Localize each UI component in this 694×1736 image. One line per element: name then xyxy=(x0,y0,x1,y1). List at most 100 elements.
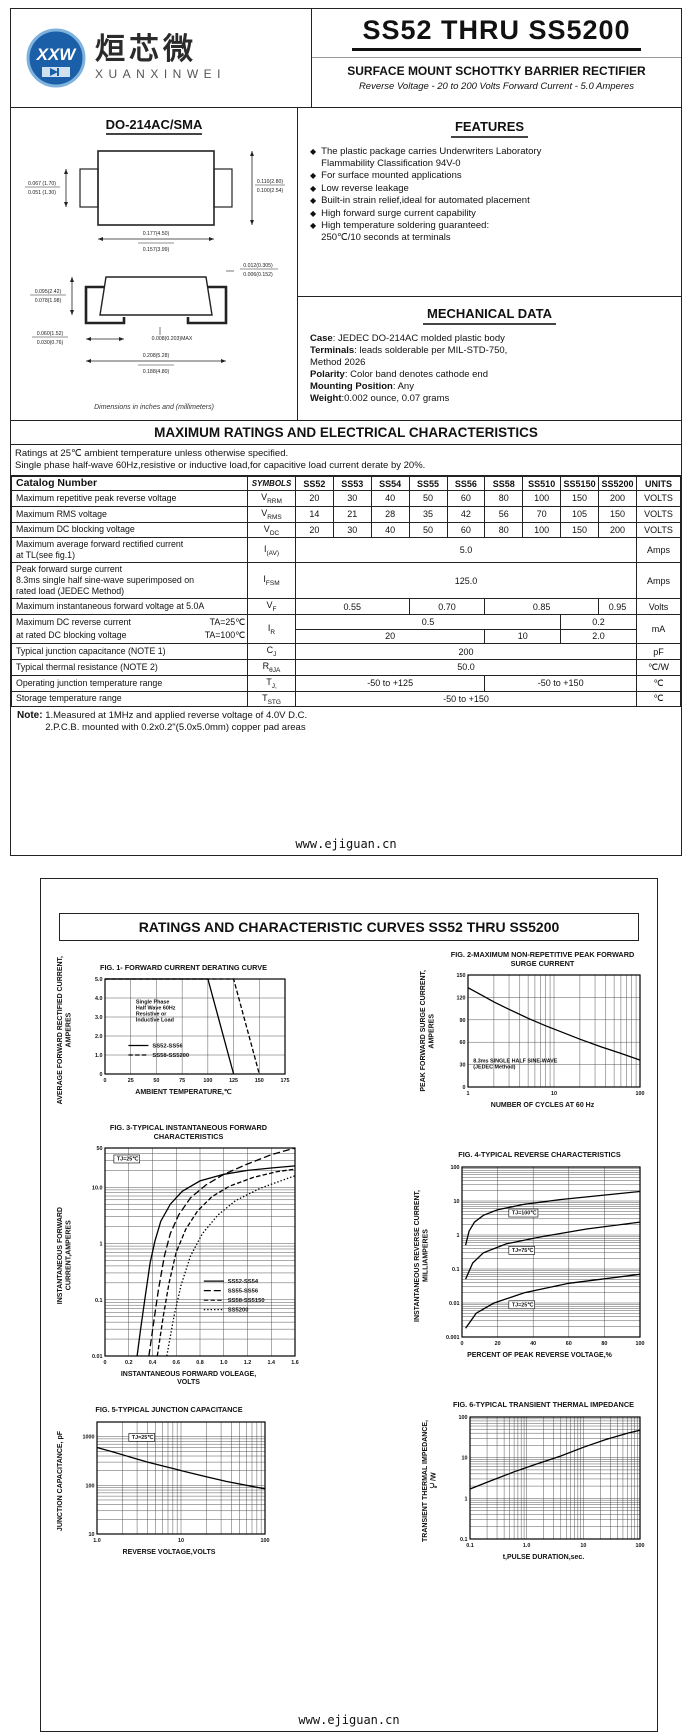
row-label: Operating junction temperature range xyxy=(11,674,248,692)
svg-text:Half Wave 60Hz: Half Wave 60Hz xyxy=(136,1006,176,1012)
value-cell: -50 to +150 xyxy=(484,674,637,692)
svg-text:0.095(2.42): 0.095(2.42) xyxy=(35,289,62,295)
unit-cell: Amps xyxy=(636,562,681,600)
svg-text:10: 10 xyxy=(88,1532,94,1538)
part-column-header: SS52 xyxy=(295,476,334,491)
svg-text:Single Phase: Single Phase xyxy=(136,1000,170,1006)
brand-block: XXW 烜芯微 XUANXINWEI xyxy=(11,9,312,107)
row-label: Peak forward surge current 8.3ms single … xyxy=(11,562,248,600)
fig5-title: FIG. 5-TYPICAL JUNCTION CAPACITANCE xyxy=(95,1405,243,1414)
fig3-title: FIG. 3-TYPICAL INSTANTANEOUS FORWARD CHA… xyxy=(109,1123,268,1141)
part-number-title: SS52 THRU SS5200 xyxy=(352,9,641,51)
dim-term-thickness: 0.012(0.305) 0.006(0.152) xyxy=(226,263,278,278)
svg-text:120: 120 xyxy=(457,995,466,1001)
page1-footer-url: www.ejiguan.cn xyxy=(295,837,397,851)
svg-text:0.012(0.305): 0.012(0.305) xyxy=(243,263,273,269)
fig3-xlabel: INSTANTANEOUS FORWARD VOLEAGE, VOLTS xyxy=(120,1371,257,1386)
package-outline-drawing: 0.067 (1.70) 0.051 (1.30) 0.110(2.80) 0.… xyxy=(25,150,285,375)
value-cell: -50 to +150 xyxy=(295,690,637,708)
row-label: Maximum instantaneous forward voltage at… xyxy=(11,598,248,616)
symbol-cell: IFSM xyxy=(247,562,296,600)
svg-text:1.4: 1.4 xyxy=(268,1360,276,1366)
bullet-icon: ◆ xyxy=(310,221,317,230)
brand-cn: 烜芯微 xyxy=(95,33,197,66)
svg-text:100: 100 xyxy=(203,1078,212,1084)
row-label: Maximum DC reverse current TA=25℃ at rated… xyxy=(11,614,248,645)
feature-text: The plastic package carries Underwriters… xyxy=(321,146,542,169)
fig5-series xyxy=(96,1446,265,1489)
svg-text:3.0: 3.0 xyxy=(95,1015,103,1021)
value-cell: 40 xyxy=(370,521,410,539)
value-cell: 10 xyxy=(484,628,562,645)
fig3-ylabel: INSTANTANEOUS FORWARD CURRENT,AMPERES xyxy=(57,1206,73,1305)
package-and-info-section: DO-214AC/SMA 0.067 (1.70) 0.051 (1.30) xyxy=(11,108,681,421)
value-cell: 70 xyxy=(522,505,562,523)
symbol-cell: VF xyxy=(247,598,296,616)
svg-text:30: 30 xyxy=(460,1063,466,1069)
svg-text:10: 10 xyxy=(580,1543,586,1549)
catalog-header: Catalog Number xyxy=(11,476,248,491)
value-cell: 20 xyxy=(295,521,334,539)
mechanical-line: Polarity: Color band denotes cathode end xyxy=(310,369,488,380)
value-cell: 20 xyxy=(295,490,334,507)
package-outline-block: DO-214AC/SMA 0.067 (1.70) 0.051 (1.30) xyxy=(11,108,298,420)
value-cell: 14 xyxy=(295,505,334,523)
units-header: UNITS xyxy=(636,476,681,491)
fig2-plot: 1 10 100 0 30 60 90 120 150 8.3ms SINGLE HALF SIN… xyxy=(457,973,645,1097)
part-column-header: SS5200 xyxy=(598,476,637,491)
title-block: SS52 THRU SS5200 SURFACE MOUNT SCHOTTKY … xyxy=(312,9,681,107)
svg-text:TJ=100℃: TJ=100℃ xyxy=(512,1209,536,1216)
bullet-icon: ◆ xyxy=(310,208,317,218)
table-row: Maximum instantaneous forward voltage at… xyxy=(11,598,681,616)
value-cell: 0.95 xyxy=(598,598,637,616)
fig6-series xyxy=(469,1429,641,1490)
symbol-cell: IR xyxy=(247,614,296,645)
curves-heading: RATINGS AND CHARACTERISTIC CURVES SS52 T… xyxy=(59,913,639,941)
mechanical-section: MECHANICAL DATA Case: JEDEC DO-214AC mol… xyxy=(298,297,681,411)
svg-text:0: 0 xyxy=(100,1072,103,1078)
note-label: Note: xyxy=(17,710,43,722)
svg-text:150: 150 xyxy=(457,973,466,979)
feature-item: ◆ Low reverse leakage xyxy=(310,183,669,195)
svg-text:0.078(1.98): 0.078(1.98) xyxy=(35,298,62,304)
value-cell: 28 xyxy=(370,505,410,523)
symbol-cell: VRRM xyxy=(247,490,296,507)
row-label: Maximum repetitive peak reverse voltage xyxy=(11,490,248,507)
svg-text:0.067 (1.70): 0.067 (1.70) xyxy=(28,181,56,187)
fig4-series xyxy=(465,1273,641,1329)
svg-text:10.0: 10.0 xyxy=(92,1185,103,1191)
svg-text:1.0: 1.0 xyxy=(523,1543,531,1549)
part-column-header: SS55 xyxy=(408,476,448,491)
feature-text: Built-in strain relief,ideal for automat… xyxy=(321,195,530,206)
symbol-cell: CJ xyxy=(247,643,296,660)
part-column-header: SS5150 xyxy=(560,476,599,491)
fig4-series xyxy=(464,1190,641,1246)
fig6-plot: 0.1 1.0 10 100 0.1 1 10 100 xyxy=(459,1415,645,1549)
fig5: JUNCTION CAPACITANCE, pF FIG. 5-TYPICAL J… xyxy=(57,1401,272,1562)
fig3-series xyxy=(156,1168,296,1357)
unit-cell: Volts xyxy=(636,598,681,616)
fig6-xlabel: t,PULSE DURATION,sec. xyxy=(502,1553,585,1561)
svg-text:10: 10 xyxy=(454,1199,460,1205)
dim-overall-length: 0.208(5.28) 0.188(4.80) xyxy=(138,353,174,375)
value-cell: 0.5 xyxy=(294,614,562,630)
svg-text:0.110(2.80): 0.110(2.80) xyxy=(257,179,283,185)
svg-text:0.030(0.76): 0.030(0.76) xyxy=(37,340,64,346)
value-cell: 50 xyxy=(408,490,448,507)
svg-text:0.01: 0.01 xyxy=(449,1301,460,1307)
fig3: INSTANTANEOUS FORWARD CURRENT,AMPERES FIG… xyxy=(57,1123,302,1387)
value-cell: 125.0 xyxy=(295,562,637,600)
svg-text:100: 100 xyxy=(451,1165,460,1171)
symbol-cell: TSTG xyxy=(247,690,296,708)
svg-text:10: 10 xyxy=(551,1091,557,1097)
symbol-cell: I(AV) xyxy=(247,537,296,564)
dimensions-note: Dimensions in inches and (millimeters) xyxy=(94,404,214,411)
value-cell: 60 xyxy=(446,490,486,507)
value-cell: 0.55 xyxy=(295,598,410,616)
characteristic-charts: AVERAGE FORWARD RECTIFIED CURRENT, AMPER… xyxy=(41,947,657,1576)
svg-text:1.2: 1.2 xyxy=(244,1360,252,1366)
features-mechanical-column: FEATURES ◆ The plastic package carries Un… xyxy=(298,108,681,420)
row-label: Maximum average forward rectified curren… xyxy=(11,537,248,564)
table-row: Peak forward surge current 8.3ms single … xyxy=(11,562,681,600)
